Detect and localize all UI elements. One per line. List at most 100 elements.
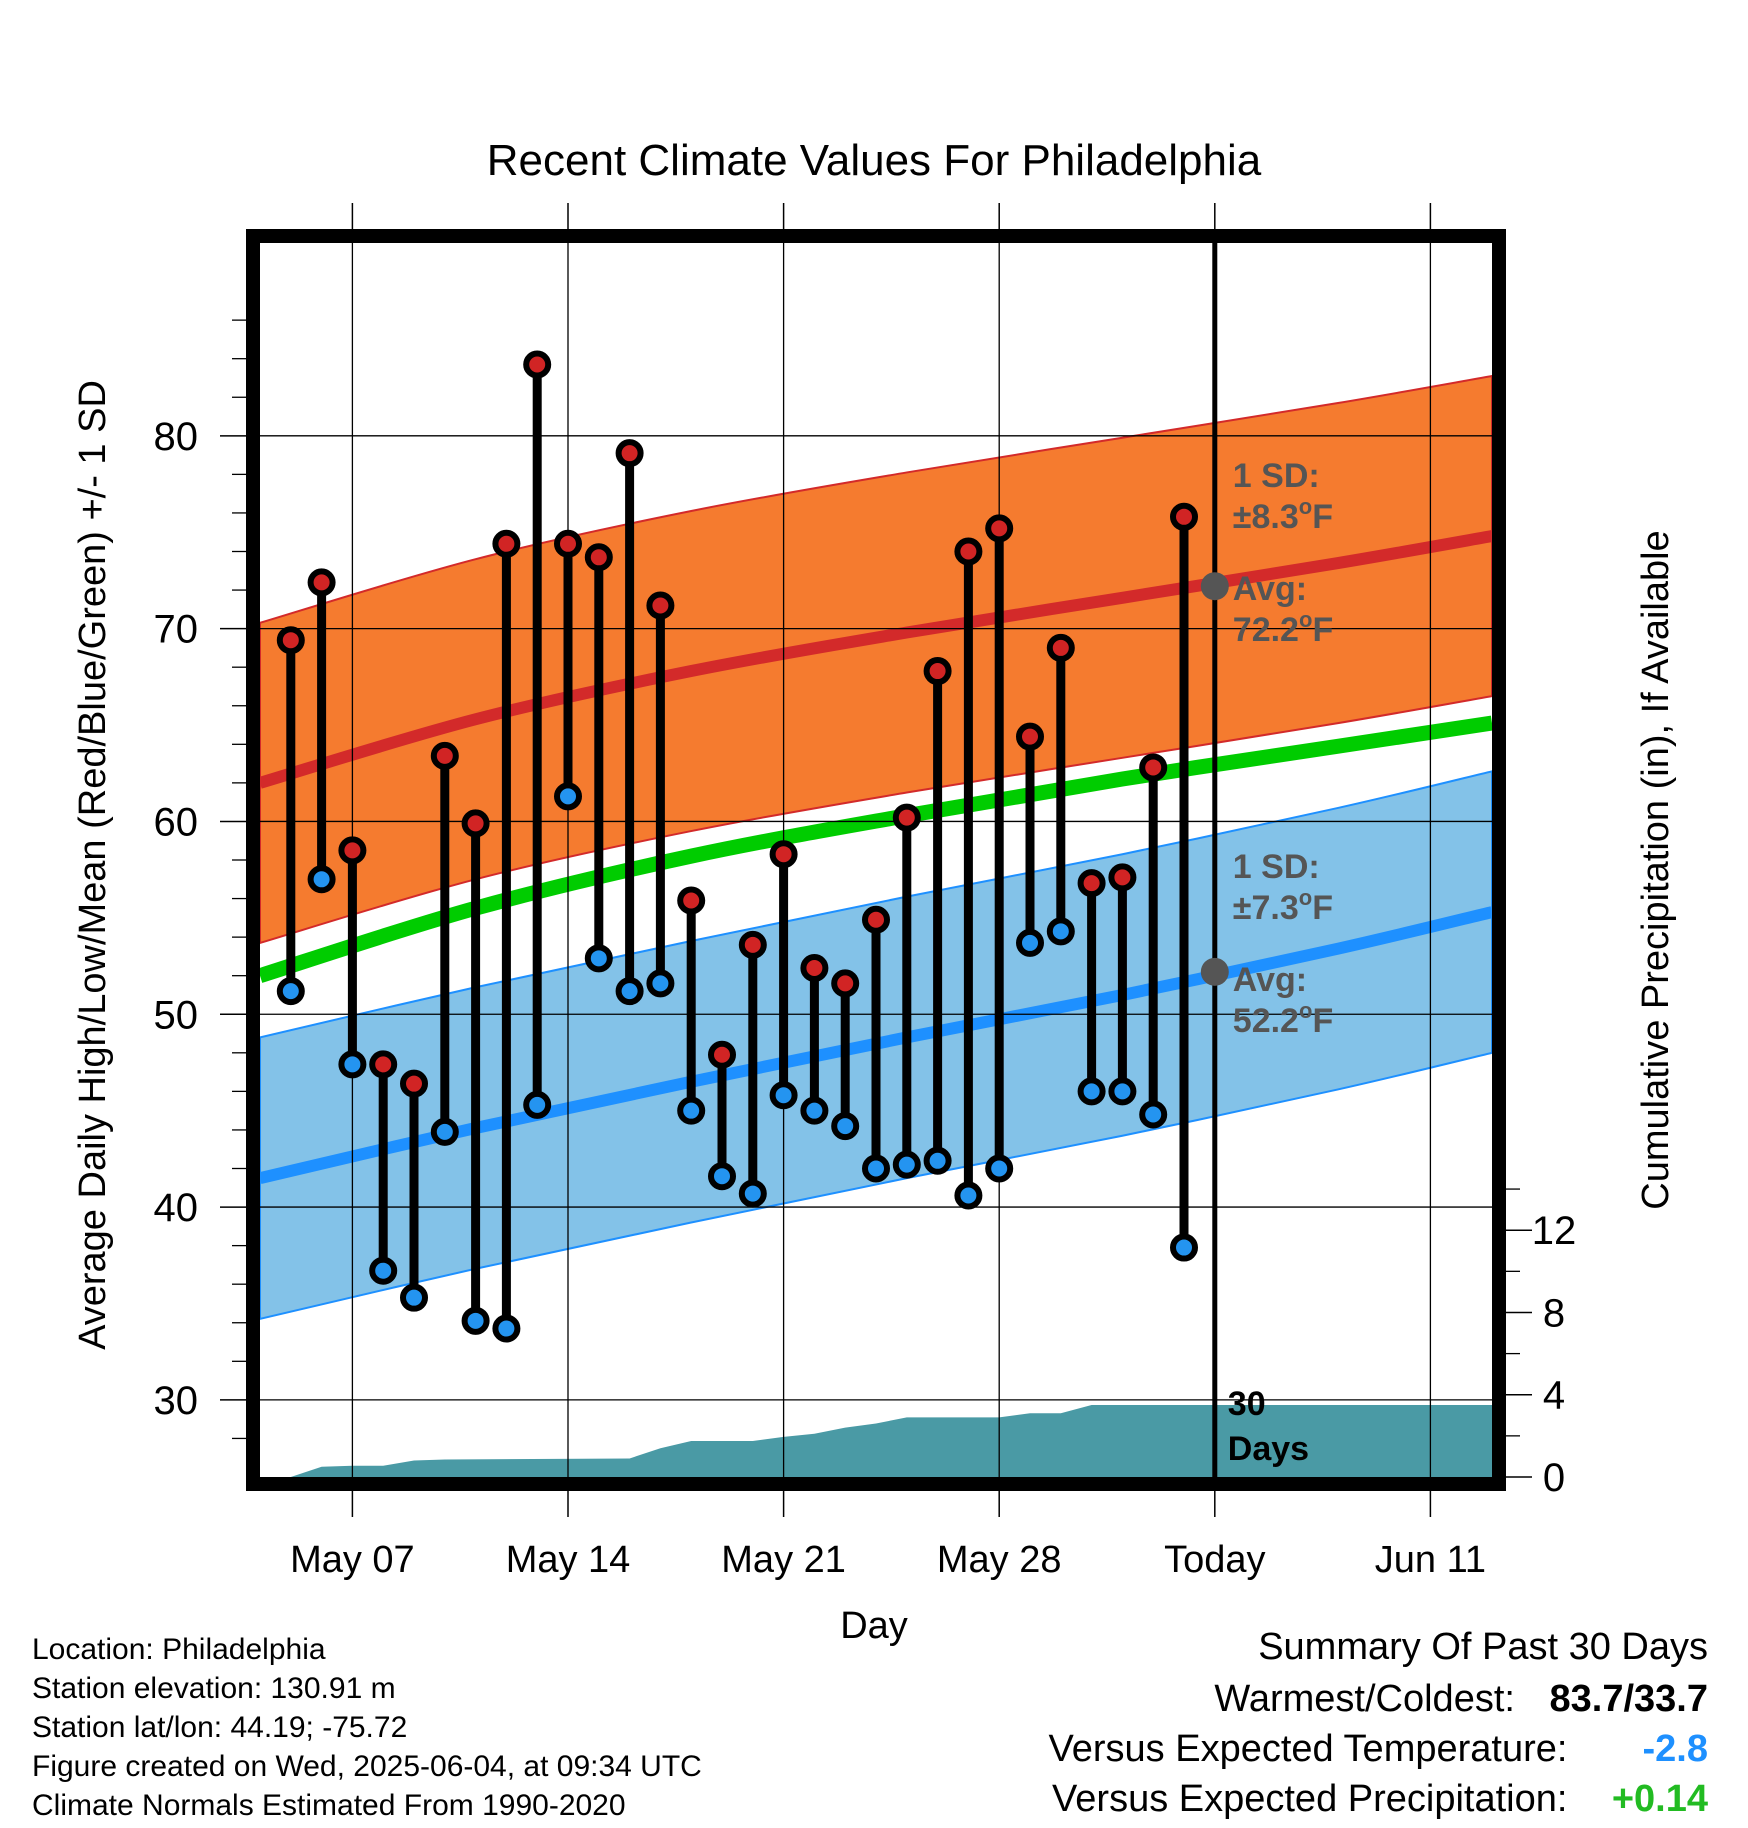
y-tick-label: 80 [154,415,199,459]
daily-low-point [1139,1100,1168,1129]
daily-high-point [523,350,552,379]
daily-low-point [892,1150,921,1179]
daily-low-point [523,1090,552,1119]
low-sd-value: ±7.3oF [1233,885,1333,927]
x-axis-label: Day [840,1605,908,1647]
y2-axis-label: Cumulative Precipitation (in), If Availa… [1635,530,1677,1209]
plot-clipped-group [260,243,1492,1477]
info-latlon: Station lat/lon: 44.19; -75.72 [32,1711,408,1744]
low-avg-label: Avg: [1233,961,1307,999]
info-elevation: Station elevation: 130.91 m [32,1672,396,1705]
daily-high-point [1077,869,1106,898]
daily-low-point [369,1256,398,1285]
daily-high-point [985,514,1014,543]
daily-low-point [954,1181,983,1210]
y-tick-label: 30 [154,1379,199,1423]
daily-high-point [584,543,613,572]
low-avg-value: 52.2oF [1233,998,1333,1040]
high-normal-line [260,530,1492,789]
daily-high-point [1139,753,1168,782]
summary-title: Summary Of Past 30 Days [1258,1626,1708,1668]
info-created: Figure created on Wed, 2025-06-04, at 09… [32,1750,702,1783]
info-normals: Climate Normals Estimated From 1990-2020 [32,1789,626,1822]
daily-low-point [1046,917,1075,946]
y2-tick-label: 0 [1543,1456,1565,1500]
y-axis-label: Average Daily High/Low/Mean (Red/Blue/Gr… [72,380,114,1350]
y2-tick-label: 4 [1543,1374,1565,1418]
daily-low-point [1077,1077,1106,1106]
daily-low-point [677,1096,706,1125]
daily-low-point [338,1050,367,1079]
summary-temp-row: Versus Expected Temperature: -2.8 [1049,1730,1708,1768]
daily-high-point [862,905,890,934]
daily-high-point [276,626,305,655]
daily-high-point [646,591,675,620]
warm-cold-label: Warmest/Coldest: [1214,1678,1515,1720]
daily-low-point [307,865,336,894]
daily-high-point [800,953,829,982]
daily-low-point [769,1081,798,1110]
daily-high-point [708,1040,736,1069]
daily-low-point [461,1306,490,1335]
x-tick-label: Today [1164,1539,1265,1581]
y2-tick-label: 12 [1532,1209,1577,1253]
summary-warm-cold-row: Warmest/Coldest: 83.7/33.7 [1214,1680,1708,1718]
cumulative-precip-area [290,1405,1492,1477]
daily-high-point [461,809,490,838]
x-tick-label: May 07 [290,1539,415,1581]
high-avg-label: Avg: [1233,570,1307,608]
daily-high-point [954,537,983,566]
temp-anomaly-label: Versus Expected Temperature: [1048,1728,1568,1770]
daily-low-point [862,1154,890,1183]
daily-low-point [430,1117,459,1146]
high-avg-value: 72.2oF [1233,607,1333,649]
y-tick-label: 70 [154,608,199,652]
x-tick-label: May 14 [506,1539,631,1581]
daily-high-point [1170,502,1198,531]
y-tick-label: 50 [154,993,199,1037]
x-tick-label: May 28 [937,1539,1062,1581]
daily-low-point [1170,1233,1198,1262]
plot-frame [246,229,1506,1491]
daily-low-point [492,1314,521,1343]
daily-high-point [1016,722,1044,751]
today-high-normal-marker [1200,572,1229,601]
daily-high-point [923,657,952,686]
high-sd-label: 1 SD: [1233,457,1320,495]
precip-anomaly-label: Versus Expected Precipitation: [1052,1778,1568,1820]
daily-low-point [1016,928,1044,957]
daily-high-point [769,840,798,869]
daily-low-point [923,1146,952,1175]
daily-high-point [738,930,767,959]
daily-high-point [492,529,521,558]
info-location: Location: Philadelphia [32,1633,326,1666]
daily-low-point [584,944,613,973]
daily-high-point [892,803,921,832]
low-sd-label: 1 SD: [1233,848,1320,886]
daily-low-point [738,1179,767,1208]
daily-low-point [615,977,644,1006]
daily-low-point [554,782,582,811]
daily-high-point [369,1050,398,1079]
y-tick-label: 60 [154,800,199,844]
daily-high-point [430,741,459,770]
days-count-label: Days [1228,1430,1309,1468]
today-low-normal-marker [1200,957,1229,986]
daily-high-point [831,969,860,998]
summary-precip-row: Versus Expected Precipitation: +0.14 [1052,1780,1708,1818]
daily-low-point [708,1162,736,1191]
daily-high-point [677,886,706,915]
x-tick-label: Jun 11 [1375,1539,1486,1581]
daily-low-point [831,1112,860,1141]
temp-anomaly-value: -2.8 [1642,1728,1708,1770]
daily-low-point [400,1283,428,1312]
days-count-value: 30 [1228,1385,1266,1423]
daily-high-point [554,529,582,558]
daily-high-point [615,439,644,468]
x-tick-label: May 21 [721,1539,846,1581]
plot-area: 30 40 50 60 70 80 0 4 8 12 May 07 May 14 May 21 May 2… [154,203,1577,1581]
y-tick-label: 40 [154,1186,199,1230]
daily-high-point [400,1069,428,1098]
daily-high-point [1046,633,1075,662]
